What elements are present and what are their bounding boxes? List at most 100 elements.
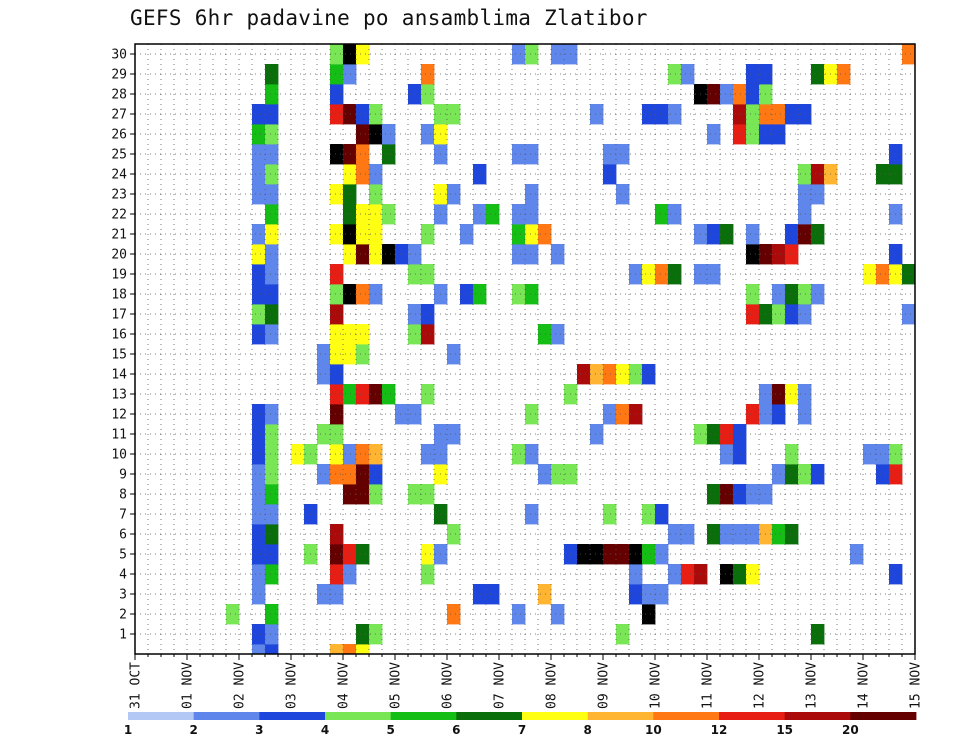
heatmap-cell (265, 604, 279, 625)
heatmap-cell (616, 364, 630, 385)
heatmap-cell (655, 264, 669, 285)
heatmap-cell (720, 424, 734, 445)
heatmap-cell (447, 184, 461, 205)
heatmap-cell (772, 104, 786, 125)
heatmap-cell (616, 404, 630, 425)
heatmap-cell (252, 624, 266, 645)
heatmap-cell (265, 224, 279, 245)
heatmap-cell (330, 564, 344, 585)
heatmap-cell (525, 184, 539, 205)
heatmap-cell (265, 564, 279, 585)
colorbar-swatch (325, 712, 392, 720)
heatmap-cell (655, 204, 669, 225)
heatmap-cell (798, 384, 812, 405)
heatmap-cell (551, 324, 565, 345)
x-tick-label: 06 NOV (441, 662, 456, 709)
heatmap-cell (330, 404, 344, 425)
x-tick-label: 14 NOV (857, 662, 872, 709)
heatmap-cell (681, 64, 695, 85)
heatmap-cell (902, 264, 916, 285)
y-tick-label: 12 (111, 408, 127, 423)
colorbar-swatch (719, 712, 786, 720)
heatmap-cell (772, 124, 786, 145)
heatmap-cell (616, 544, 630, 565)
heatmap-cell (252, 244, 266, 265)
heatmap-cell (512, 204, 526, 225)
heatmap-cell (538, 464, 552, 485)
heatmap-cell (798, 164, 812, 185)
heatmap-cell (356, 324, 370, 345)
y-tick-label: 7 (119, 508, 127, 523)
heatmap-cell (330, 284, 344, 305)
heatmap-cell (668, 64, 682, 85)
x-tick-label: 11 NOV (701, 662, 716, 709)
colorbar-label: 6 (452, 723, 460, 737)
heatmap-cell (265, 444, 279, 465)
heatmap-cell (330, 184, 344, 205)
heatmap-cell (785, 224, 799, 245)
heatmap-cell (447, 344, 461, 365)
heatmap-cell (798, 464, 812, 485)
heatmap-cell (317, 424, 331, 445)
heatmap-cell (330, 364, 344, 385)
heatmap-cell (642, 364, 656, 385)
heatmap-cell (343, 184, 357, 205)
y-tick-label: 22 (111, 208, 127, 223)
heatmap-cell (356, 444, 370, 465)
heatmap-cell (707, 224, 721, 245)
heatmap-cell (252, 104, 266, 125)
heatmap-cell (473, 584, 487, 605)
heatmap-cell (265, 284, 279, 305)
y-tick-label: 4 (119, 568, 127, 583)
heatmap-cell (356, 464, 370, 485)
heatmap-cell (746, 404, 760, 425)
heatmap-cell (265, 424, 279, 445)
heatmap-cell (343, 64, 357, 85)
heatmap-cell (252, 484, 266, 505)
heatmap-cell (603, 504, 617, 525)
colorbar-label: 1 (124, 723, 132, 737)
heatmap-cell (447, 524, 461, 545)
heatmap-cell (668, 264, 682, 285)
heatmap-cell (421, 84, 435, 105)
heatmap-cell (876, 264, 890, 285)
heatmap-cell (317, 364, 331, 385)
heatmap-cell (902, 44, 916, 65)
heatmap-cell (746, 104, 760, 125)
heatmap-cell (668, 524, 682, 545)
heatmap-cell (746, 524, 760, 545)
heatmap-cell (798, 104, 812, 125)
colorbar-label: 2 (189, 723, 197, 737)
y-tick-label: 13 (111, 388, 127, 403)
heatmap-cell (265, 544, 279, 565)
heatmap-cell (772, 524, 786, 545)
colorbar-swatch (850, 712, 917, 720)
heatmap-cell (265, 404, 279, 425)
heatmap-cell (473, 204, 487, 225)
heatmap-cell (252, 564, 266, 585)
heatmap-cell (330, 344, 344, 365)
y-tick-label: 3 (119, 588, 127, 603)
heatmap-cell (603, 144, 617, 165)
heatmap-cell (707, 264, 721, 285)
colorbar-swatch (193, 712, 260, 720)
heatmap-cell (811, 184, 825, 205)
y-tick-label: 6 (119, 528, 127, 543)
y-tick-label: 18 (111, 288, 127, 303)
heatmap-cell (265, 484, 279, 505)
heatmap-cell (733, 564, 747, 585)
heatmap-cell (902, 304, 916, 325)
colorbar-swatch (456, 712, 523, 720)
heatmap-cell (330, 324, 344, 345)
heatmap-cell (785, 384, 799, 405)
heatmap-cell (512, 224, 526, 245)
heatmap-cell (733, 524, 747, 545)
heatmap-cell (811, 64, 825, 85)
heatmap-cell (590, 424, 604, 445)
x-tick-label: 04 NOV (337, 662, 352, 709)
heatmap-cell (343, 204, 357, 225)
heatmap-cell (265, 644, 279, 655)
colorbar-legend: 1 2 3 4 5 6 7 8 10 12 15 20 (124, 712, 917, 737)
heatmap-cell (343, 564, 357, 585)
heatmap-cell (356, 164, 370, 185)
